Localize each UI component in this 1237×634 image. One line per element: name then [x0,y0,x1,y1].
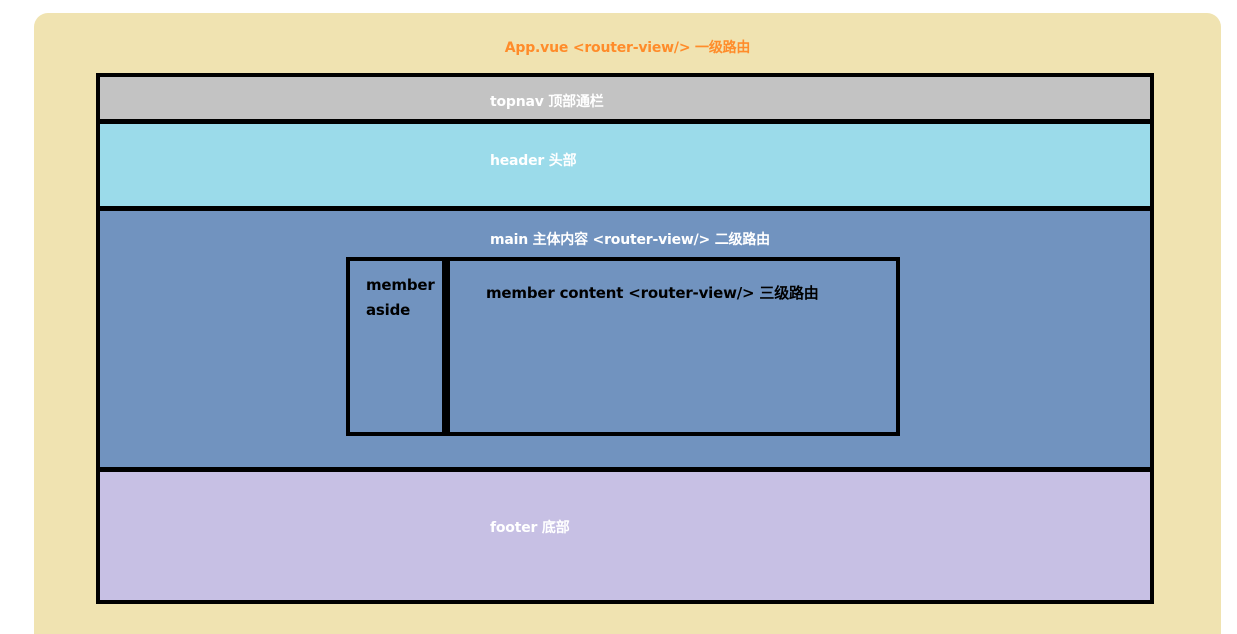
header-label: header 头部 [490,153,577,169]
footer-region: footer 底部 [100,472,1150,600]
member-aside-box: member aside [346,257,450,436]
topnav-label: topnav 顶部通栏 [490,94,604,110]
member-content-box: member content <router-view/> 三级路由 [442,257,900,436]
main-region: main 主体内容 <router-view/> 二级路由 member asi… [100,211,1150,467]
member-content-label: member content <router-view/> 三级路由 [486,284,819,302]
main-label: main 主体内容 <router-view/> 二级路由 [490,232,770,248]
app-title: App.vue <router-view/> 一级路由 [504,40,751,56]
footer-label: footer 底部 [490,520,570,536]
layout-frame: topnav 顶部通栏 header 头部 main 主体内容 <router-… [96,73,1154,604]
member-aside-label-line1: member [366,276,435,294]
member-aside-label-line2: aside [366,301,411,319]
header-region: header 头部 [100,124,1150,206]
topnav-region: topnav 顶部通栏 [100,77,1150,119]
